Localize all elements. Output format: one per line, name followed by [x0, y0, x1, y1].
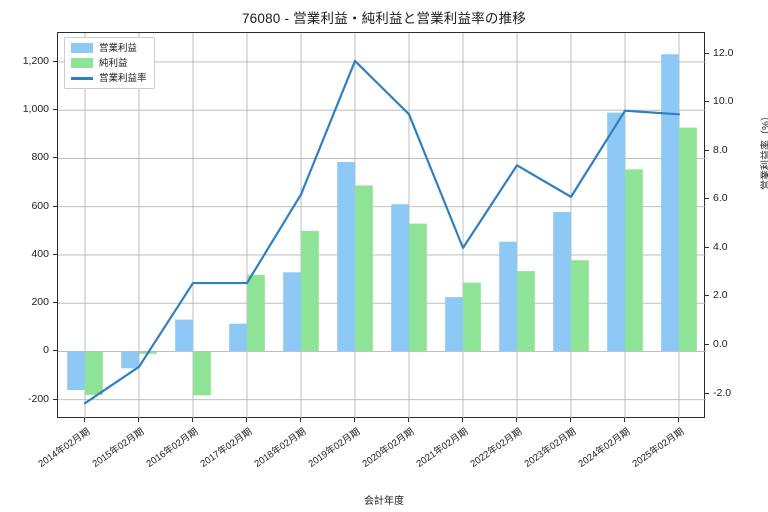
left-tick-label: 600 [31, 199, 49, 212]
right-tick-label: 2.0 [713, 289, 728, 302]
x-tick-mark [192, 418, 193, 422]
right-tick-mark [705, 101, 709, 103]
left-tick-mark [53, 350, 57, 352]
x-tick-mark [462, 418, 463, 422]
right-tick-label: 4.0 [713, 240, 728, 253]
margin-polyline [83, 59, 681, 405]
right-axis-label: 営業利益率（%） [761, 111, 768, 190]
bar [337, 162, 355, 352]
legend-item-operating-margin: 営業利益率 [71, 72, 147, 84]
left-tick-mark [53, 60, 57, 62]
bar [553, 212, 571, 352]
x-tick-mark [246, 418, 247, 422]
bar [625, 169, 643, 352]
right-tick-mark [705, 343, 709, 345]
chart-title: 76080 - 営業利益・純利益と営業利益率の推移 [241, 11, 527, 26]
right-tick-mark [705, 52, 709, 54]
left-tick-label: 200 [31, 296, 49, 309]
bar [409, 223, 427, 352]
left-tick-mark [53, 253, 57, 255]
legend-item-net-profit: 純利益 [71, 57, 147, 69]
right-tick-label: 6.0 [713, 192, 728, 205]
bar [85, 351, 103, 395]
legend-label-operating-profit: 営業利益 [99, 42, 138, 54]
left-tick-label: 1,200 [22, 54, 49, 67]
x-tick-mark [570, 418, 571, 422]
bar [175, 319, 193, 352]
legend-label-net-profit: 純利益 [99, 57, 128, 69]
bars-operating-profit [67, 54, 679, 391]
chart-legend: 営業利益 純利益 営業利益率 [64, 37, 155, 89]
right-tick-mark [705, 198, 709, 200]
bar [571, 260, 589, 352]
bar [193, 351, 211, 396]
left-tick-label: 0 [43, 344, 49, 357]
left-tick-label: 1,000 [22, 103, 49, 116]
bar [355, 185, 373, 352]
legend-swatch-operating-margin [71, 76, 93, 80]
bar [283, 272, 301, 352]
legend-item-operating-profit: 営業利益 [71, 42, 147, 54]
bar [301, 230, 319, 352]
right-tick-label: 12.0 [713, 46, 734, 59]
right-tick-label: 8.0 [713, 143, 728, 156]
bar [445, 297, 463, 352]
plot-area [57, 32, 706, 419]
left-tick-label: 400 [31, 247, 49, 260]
x-tick-mark [678, 418, 679, 422]
right-tick-mark [705, 246, 709, 248]
right-tick-label: 10.0 [713, 95, 734, 108]
left-tick-mark [53, 205, 57, 207]
bar [499, 241, 517, 352]
left-tick-mark [53, 398, 57, 400]
x-tick-mark [516, 418, 517, 422]
x-tick-mark [138, 418, 139, 422]
left-tick-label: 800 [31, 151, 49, 164]
x-tick-mark [624, 418, 625, 422]
right-tick-mark [705, 149, 709, 151]
left-tick-mark [53, 157, 57, 159]
left-tick-mark [53, 109, 57, 111]
x-tick-mark [408, 418, 409, 422]
bars-net-profit [85, 127, 697, 396]
right-tick-mark [705, 392, 709, 394]
legend-swatch-operating-profit [71, 43, 93, 53]
legend-label-operating-margin: 営業利益率 [99, 72, 147, 84]
left-tick-label: -200 [27, 392, 49, 405]
bar [607, 112, 625, 352]
right-tick-label: -2.0 [713, 386, 732, 399]
bar [463, 282, 481, 352]
bar [517, 271, 535, 352]
legend-swatch-net-profit [71, 58, 93, 68]
line-operating-margin [83, 59, 681, 405]
bar [247, 274, 265, 352]
right-tick-label: 0.0 [713, 337, 728, 350]
left-tick-mark [53, 302, 57, 304]
bar [679, 127, 697, 352]
x-tick-mark [300, 418, 301, 422]
plot-canvas [58, 33, 706, 419]
right-tick-mark [705, 295, 709, 297]
x-tick-mark [84, 418, 85, 422]
bar [391, 204, 409, 352]
bar [121, 351, 139, 369]
bar [229, 323, 247, 352]
x-axis-label: 会計年度 [364, 496, 404, 507]
bar [661, 54, 679, 352]
bar [67, 351, 85, 391]
x-tick-mark [354, 418, 355, 422]
